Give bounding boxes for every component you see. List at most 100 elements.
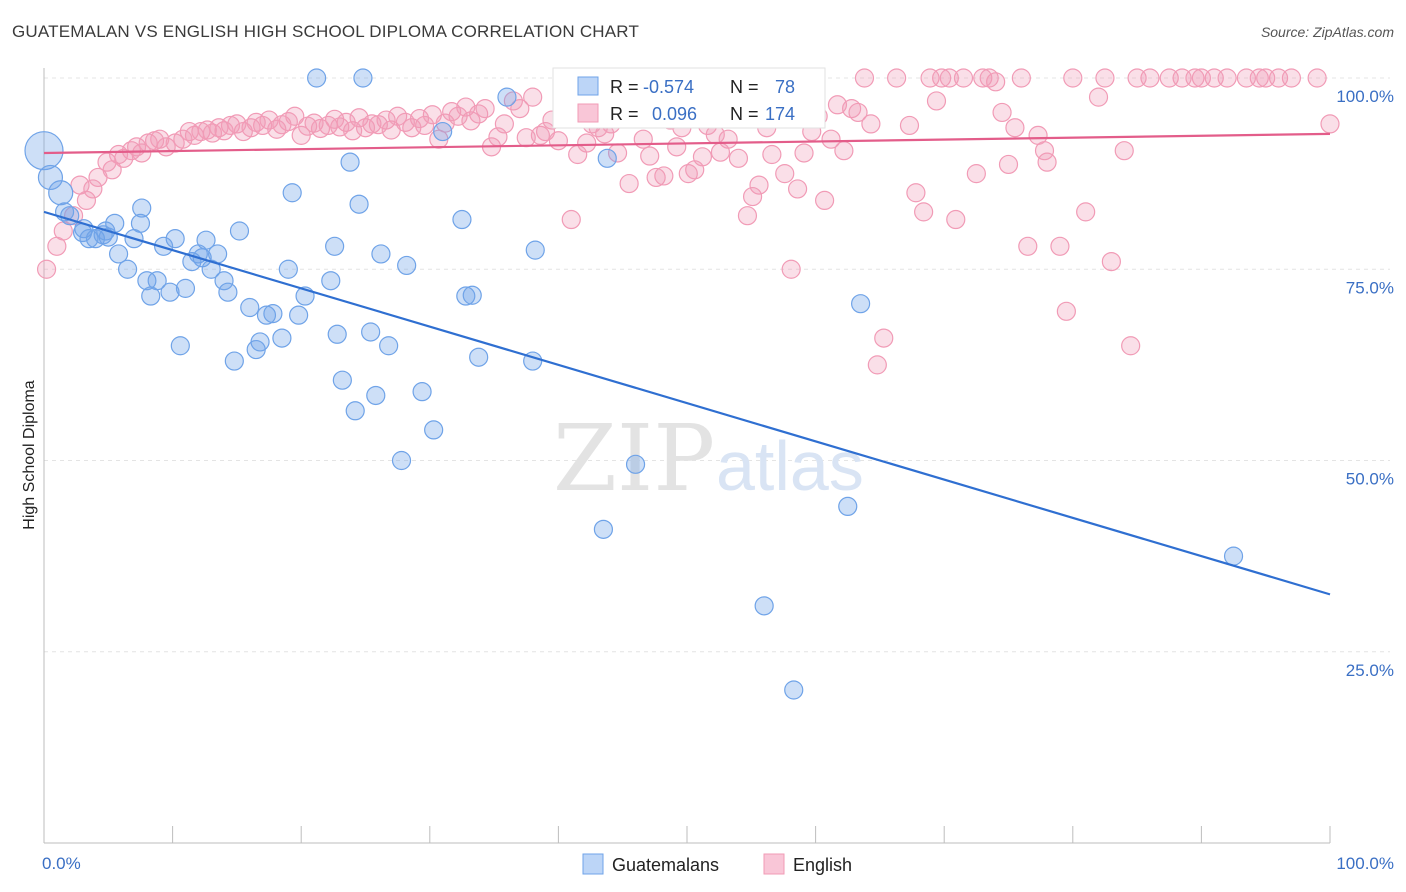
english-point (718, 129, 738, 149)
x-tick-label: 100.0% (1336, 854, 1394, 873)
watermark-atlas: atlas (716, 427, 864, 505)
english-point (992, 102, 1012, 123)
guatemalans-point (625, 454, 646, 474)
guatemalans-point (424, 420, 444, 440)
stats-n-label-english: N = (730, 104, 759, 124)
english-point (1217, 68, 1237, 88)
english-point (667, 137, 687, 157)
english-point (209, 118, 229, 138)
english-point (150, 129, 170, 149)
guatemalans-point (214, 271, 234, 291)
english-point (1281, 68, 1302, 88)
english-point (646, 167, 666, 188)
english-point (494, 114, 514, 134)
english-point (920, 68, 940, 88)
y-tick-label: 100.0% (1336, 87, 1394, 106)
english-point (815, 190, 835, 210)
english-point (742, 186, 763, 207)
series-english-points (36, 68, 1340, 375)
guatemalans-point (391, 450, 412, 471)
guatemalans-point (229, 221, 250, 241)
guatemalans-point (175, 278, 196, 298)
english-point (986, 72, 1006, 92)
english-point (794, 143, 814, 163)
guatemalans-point (340, 152, 360, 172)
guatemalans-point (218, 282, 238, 302)
guatemalans-point (332, 370, 352, 390)
legend-swatch-guatemalans (582, 853, 604, 875)
y-tick-labels: 25.0% 50.0% 75.0% 100.0% (1336, 87, 1394, 680)
guatemalans-point (165, 229, 185, 249)
guatemalans-point (327, 324, 347, 344)
guatemalans-point (24, 131, 64, 171)
legend-label-english: English (793, 855, 852, 875)
english-point (1185, 68, 1205, 88)
guatemalans-point (371, 244, 391, 264)
english-point (787, 179, 808, 199)
english-point (899, 115, 920, 136)
english-point (227, 114, 247, 134)
english-point (762, 144, 782, 165)
axes (43, 68, 1331, 844)
guatemalans-point (130, 213, 151, 233)
english-point (197, 120, 217, 140)
stats-swatch-english (577, 103, 599, 123)
guatemalans-point (170, 336, 190, 356)
english-point (728, 148, 749, 168)
english-point (1018, 236, 1038, 256)
guatemalans-point (256, 305, 277, 325)
english-point (1101, 252, 1121, 272)
guatemalans-point (321, 271, 341, 291)
english-point (1037, 152, 1057, 172)
english-point (633, 129, 653, 149)
english-point (548, 131, 569, 151)
guatemalans-point (353, 68, 373, 88)
guatemalans-point (160, 282, 180, 302)
guatemalans-point (37, 164, 64, 191)
guatemalans-point (1223, 546, 1244, 566)
stats-swatch-guatemalans (577, 76, 599, 96)
english-point (530, 125, 550, 145)
english-point (415, 115, 435, 136)
english-point (939, 68, 959, 88)
guatemalans-point (278, 259, 298, 279)
english-point (781, 259, 801, 279)
english-point (173, 129, 193, 149)
english-point (874, 328, 894, 348)
guatemalans-point (147, 271, 167, 291)
guatemalans-point (224, 351, 244, 371)
guatemalans-point (289, 305, 309, 325)
x-tick-labels: 0.0% 100.0% (42, 854, 1394, 873)
english-point (304, 113, 324, 133)
english-point (36, 259, 57, 279)
english-point (966, 164, 986, 184)
english-point (1034, 141, 1055, 161)
english-point (1307, 68, 1327, 88)
english-point (362, 114, 382, 134)
english-point (848, 102, 868, 123)
english-point (1011, 68, 1031, 88)
guatemalans-point (250, 332, 270, 352)
guatemalans-point (345, 401, 365, 421)
stats-r-english: 0.096 (652, 104, 697, 124)
english-point (654, 166, 674, 186)
guatemalans-point (397, 255, 417, 276)
stats-n-label-guatemalans: N = (730, 77, 759, 97)
x-tick-label: 0.0% (42, 854, 81, 873)
english-point (202, 123, 223, 143)
english-point (619, 173, 639, 194)
english-point (475, 98, 495, 119)
english-point (510, 98, 530, 119)
english-point (1121, 336, 1141, 356)
english-point (83, 179, 103, 199)
english-point (932, 68, 952, 88)
guatemalans-point (597, 148, 617, 168)
english-point (1114, 141, 1134, 161)
bottom-legend: Guatemalans English (582, 853, 852, 875)
guatemalans-point (838, 496, 858, 516)
stats-n-english: 174 (765, 104, 795, 124)
english-point (76, 190, 97, 210)
guatemalans-point (117, 259, 138, 279)
english-point (1076, 202, 1096, 222)
stats-legend: R = -0.574 N = 78 R = 0.096 N = 174 (552, 67, 826, 129)
